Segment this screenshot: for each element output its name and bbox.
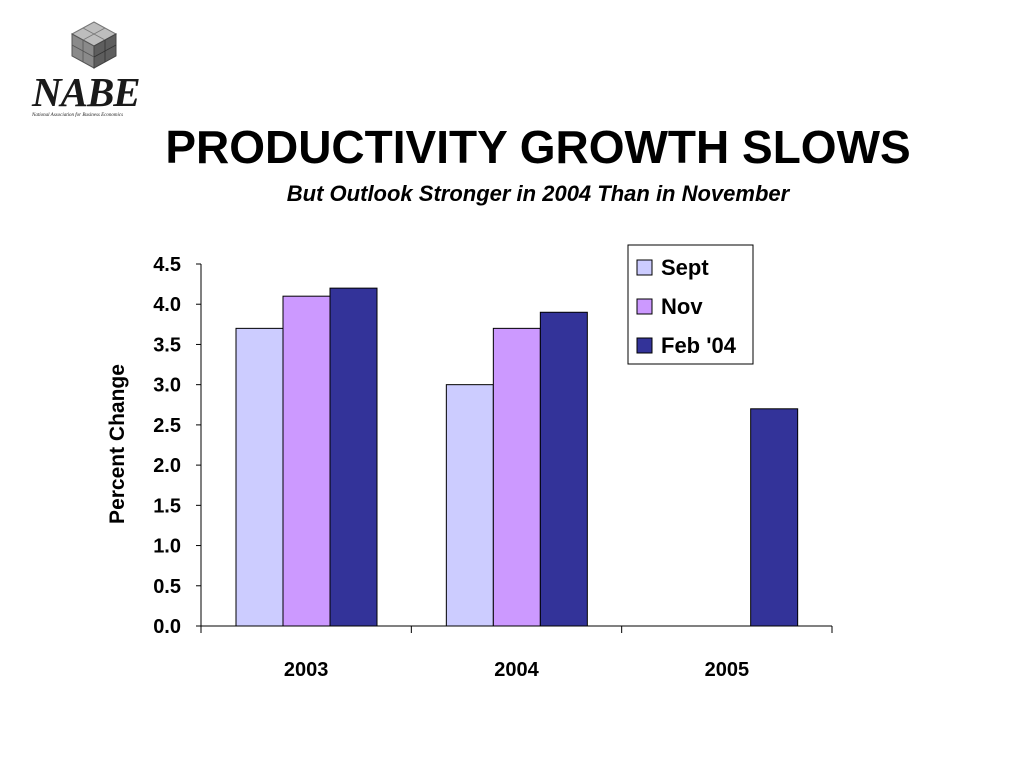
nabe-logo: NABE National Association for Business E… — [14, 14, 141, 118]
y-axis-label: Percent Change — [106, 364, 129, 524]
legend-swatch — [636, 298, 653, 315]
bar-nov — [492, 327, 541, 627]
slide-subtitle: But Outlook Stronger in 2004 Than in Nov… — [286, 181, 790, 206]
bar-sept — [445, 384, 494, 627]
x-tick-label: 2005 — [705, 659, 750, 681]
y-tick-label: 2.5 — [153, 415, 181, 437]
legend-label: Sept — [661, 255, 709, 280]
y-tick-label: 2.0 — [153, 455, 181, 477]
y-tick-label: 0.5 — [153, 576, 181, 598]
bar-nov — [282, 295, 331, 627]
legend-label: Feb '04 — [661, 333, 737, 358]
y-tick-label: 1.0 — [153, 536, 181, 558]
y-tick-label: 4.0 — [153, 294, 181, 316]
legend-swatch — [636, 337, 653, 354]
logo-text: NABE — [32, 69, 141, 115]
logo-mark-icon — [70, 21, 118, 69]
legend: Sept Nov Feb '04 — [627, 244, 754, 365]
plot-area: 0.0 0.5 1.0 1.5 2.0 2.5 3.0 3.5 4.0 4.5 2003 2004 20… — [153, 254, 833, 681]
logo-subtext: National Association for Business Econom… — [32, 113, 124, 118]
y-tick-label: 4.5 — [153, 254, 181, 276]
bar-feb-04 — [539, 311, 588, 627]
y-tick-label: 1.5 — [153, 495, 181, 517]
y-tick-label: 3.5 — [153, 334, 181, 356]
legend-swatch — [636, 259, 653, 276]
y-tick-label: 0.0 — [153, 616, 181, 638]
slide-title: PRODUCTIVITY GROWTH SLOWS — [165, 121, 911, 173]
bar-feb-04 — [750, 408, 799, 627]
bar-feb-04 — [329, 287, 378, 627]
x-tick-label: 2003 — [284, 659, 329, 681]
legend-label: Nov — [661, 294, 703, 319]
bar-sept — [235, 327, 284, 627]
y-tick-label: 3.0 — [153, 375, 181, 397]
x-tick-label: 2004 — [494, 659, 539, 681]
